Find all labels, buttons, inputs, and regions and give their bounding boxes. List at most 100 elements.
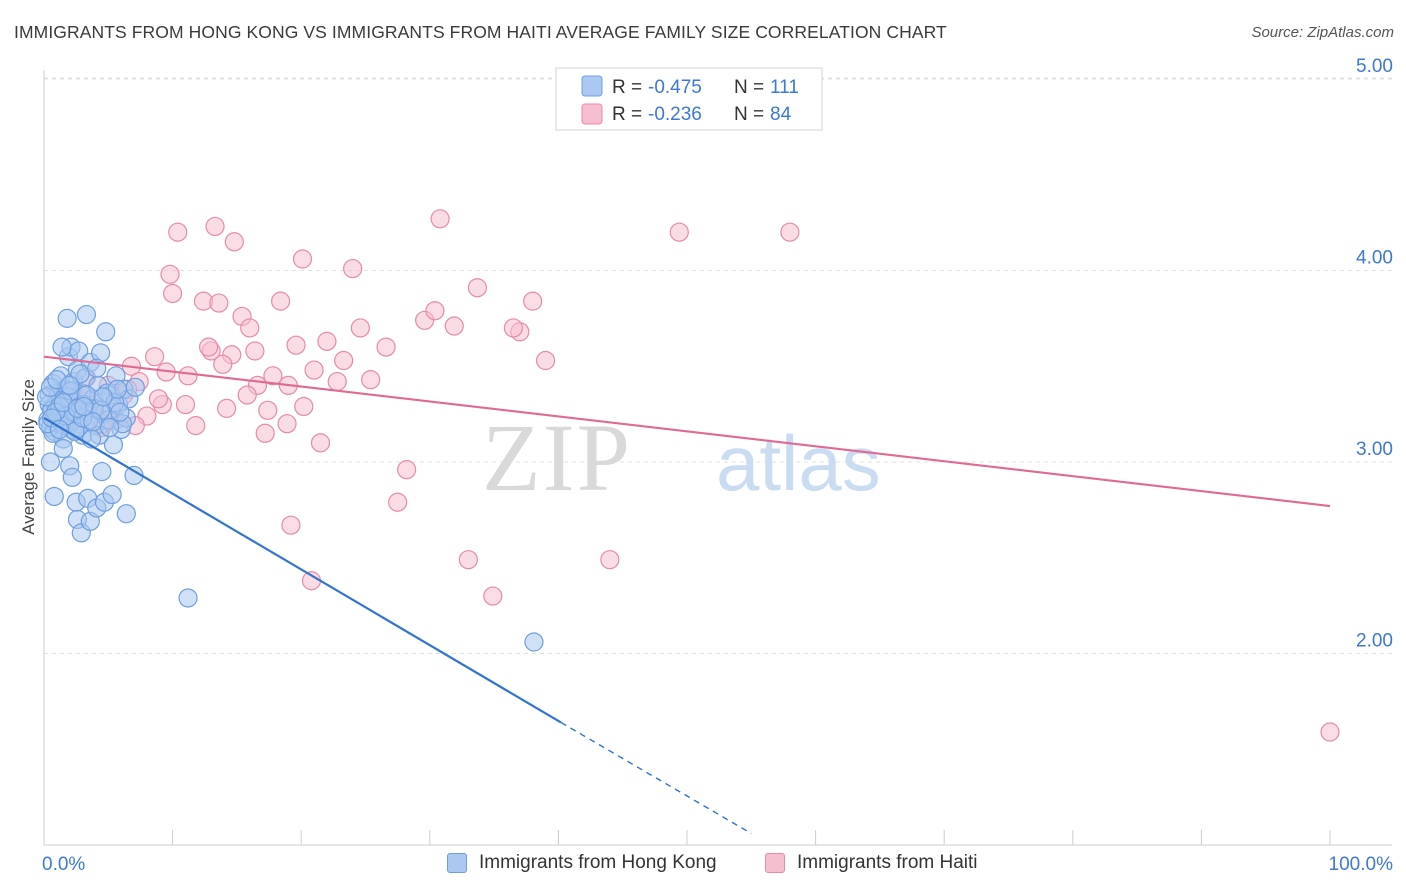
watermark-atlas: atlas	[716, 419, 881, 507]
haiti-point	[669, 222, 689, 242]
haiti-point	[205, 216, 225, 237]
haiti-point	[350, 318, 370, 338]
haiti-point	[148, 389, 169, 409]
hong-kong-point	[76, 304, 97, 325]
haiti-point	[310, 433, 331, 453]
haiti-point	[600, 550, 620, 570]
legend-swatch-hong-kong	[447, 853, 467, 873]
series-legend: Immigrants from Hong Kong Immigrants fro…	[0, 852, 1406, 878]
hong-kong-point	[40, 452, 61, 472]
trend-lines	[43, 355, 1331, 835]
haiti-point	[163, 283, 183, 304]
haiti-point	[503, 318, 523, 338]
hong-kong-point	[102, 484, 122, 505]
haiti-point	[523, 291, 543, 311]
haiti-point	[397, 460, 417, 480]
haiti-point	[327, 371, 347, 392]
haiti-point	[444, 316, 464, 336]
haiti-point	[425, 301, 445, 321]
legend-n-value-haiti: 84	[770, 104, 792, 125]
legend-item-haiti[interactable]: Immigrants from Haiti	[765, 852, 978, 874]
chart-source: Source: ZipAtlas.com	[1251, 24, 1394, 41]
y-tick-label: 5.00	[1356, 56, 1393, 77]
legend-n-label: N =	[734, 77, 764, 98]
legend-item-hong-kong[interactable]: Immigrants from Hong Kong	[447, 852, 717, 874]
haiti-point	[240, 318, 260, 338]
legend-label-hong-kong: Immigrants from Hong Kong	[479, 852, 717, 873]
legend-swatch-haiti	[581, 103, 603, 125]
series-haiti-points	[42, 209, 1340, 742]
y-tick-label: 3.00	[1356, 439, 1393, 460]
haiti-point	[286, 335, 306, 355]
haiti-point	[430, 209, 450, 229]
hong-kong-point	[116, 504, 136, 524]
hong-kong-point	[96, 322, 116, 342]
y-tick-labels: 2.00 3.00 4.00 5.00	[1356, 56, 1393, 652]
y-tick-label: 4.00	[1356, 248, 1393, 269]
hong-kong-point	[62, 467, 82, 487]
haiti-point	[217, 398, 237, 418]
legend-r-label: R =	[612, 77, 642, 98]
y-axis-label: Average Family Size	[19, 379, 38, 535]
watermark: ZIP atlas	[482, 404, 881, 511]
chart-title: IMMIGRANTS FROM HONG KONG VS IMMIGRANTS …	[14, 22, 947, 42]
haiti-point	[304, 360, 324, 380]
haiti-point	[237, 385, 257, 405]
watermark-zip: ZIP	[482, 404, 632, 511]
haiti-point	[213, 354, 233, 374]
haiti-point	[1320, 722, 1340, 742]
hong-kong-point	[92, 461, 112, 482]
haiti-point	[263, 366, 283, 386]
haiti-point	[271, 291, 291, 311]
haiti-point	[245, 341, 265, 361]
haiti-point	[388, 492, 408, 512]
haiti-point	[458, 550, 478, 570]
haiti-point	[292, 249, 313, 269]
hong-kong-point	[110, 402, 130, 422]
haiti-point	[281, 515, 301, 535]
legend-n-value-hong-kong: 111	[770, 77, 799, 98]
hong-kong-trend-extension	[560, 721, 752, 835]
legend-r-value-haiti: -0.236	[648, 104, 702, 125]
hong-kong-point	[83, 412, 103, 432]
haiti-point	[199, 337, 219, 357]
hong-kong-point	[44, 486, 64, 507]
haiti-trend-line	[43, 355, 1331, 508]
haiti-point	[186, 416, 206, 436]
haiti-point	[224, 232, 244, 252]
haiti-point	[343, 258, 363, 279]
haiti-point	[255, 423, 275, 443]
legend-swatch-haiti	[765, 853, 785, 873]
haiti-point	[376, 337, 396, 357]
haiti-point	[535, 350, 556, 371]
legend-label-haiti: Immigrants from Haiti	[797, 852, 978, 873]
haiti-point	[467, 278, 487, 298]
haiti-point	[483, 586, 503, 606]
haiti-point	[780, 222, 800, 242]
hong-kong-point	[524, 632, 544, 652]
haiti-point	[178, 366, 198, 386]
haiti-point	[160, 264, 180, 284]
hong-kong-trend-line	[43, 417, 562, 724]
hong-kong-point	[178, 588, 198, 608]
haiti-point	[209, 293, 229, 313]
haiti-point	[175, 394, 196, 415]
legend-r-label: R =	[612, 104, 642, 125]
hong-kong-point	[60, 375, 80, 395]
x-tick-label-max: 100.0%	[1329, 854, 1394, 875]
x-tick-labels: 0.0% 100.0%	[42, 854, 1393, 875]
x-tick-label-min: 0.0%	[42, 854, 85, 875]
haiti-point	[334, 350, 354, 371]
legend-n-label: N =	[734, 104, 764, 125]
y-tick-label: 2.00	[1356, 631, 1393, 652]
haiti-point	[258, 400, 278, 420]
haiti-point	[277, 414, 297, 434]
legend-swatch-hong-kong	[581, 75, 603, 97]
hong-kong-point	[74, 396, 94, 417]
hong-kong-point	[99, 417, 120, 438]
haiti-point	[294, 396, 314, 417]
hong-kong-point	[125, 377, 145, 397]
hong-kong-point	[57, 308, 77, 328]
correlation-legend: R = -0.475 N = 111 R = -0.236 N = 84	[555, 67, 823, 131]
